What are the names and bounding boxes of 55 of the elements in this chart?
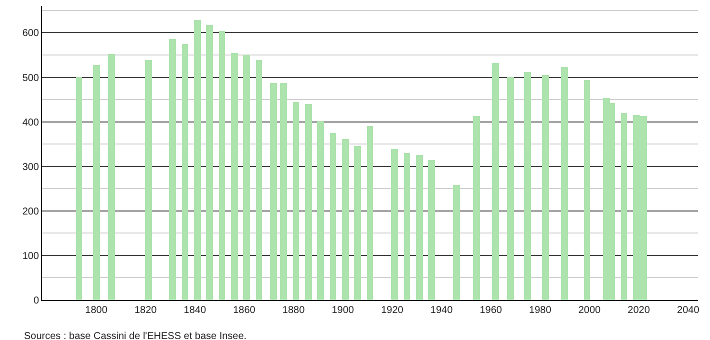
source-note: Sources : base Cassini de l'EHESS et base Insee. bbox=[24, 331, 247, 340]
bar bbox=[145, 60, 152, 300]
x-tick-label: 2000 bbox=[578, 305, 602, 316]
x-tick-label: 1800 bbox=[85, 305, 108, 316]
bar bbox=[206, 25, 213, 300]
bar bbox=[354, 146, 361, 300]
bar bbox=[404, 153, 410, 300]
bar bbox=[542, 75, 549, 300]
y-tick-label: 500 bbox=[22, 72, 40, 84]
bar bbox=[492, 63, 499, 300]
bar bbox=[416, 155, 423, 300]
x-tick-label: 2020 bbox=[628, 305, 650, 316]
bar bbox=[367, 126, 373, 300]
bar bbox=[280, 83, 287, 300]
x-tick-label: 1980 bbox=[529, 305, 552, 316]
bar bbox=[561, 67, 568, 300]
bar bbox=[256, 60, 262, 300]
x-tick-label: 1940 bbox=[430, 305, 454, 316]
x-tick-label: 1820 bbox=[134, 305, 158, 316]
bar bbox=[342, 139, 349, 300]
bar bbox=[182, 44, 188, 300]
x-tick-label: 1860 bbox=[233, 305, 256, 316]
bar bbox=[473, 116, 480, 300]
y-tick-label: 600 bbox=[22, 28, 40, 40]
y-tick-label: 200 bbox=[22, 206, 40, 218]
bar bbox=[391, 149, 398, 300]
y-tick-label: 400 bbox=[22, 117, 40, 128]
bar bbox=[93, 65, 100, 300]
bar bbox=[194, 20, 201, 300]
bar bbox=[219, 31, 225, 300]
x-tick-label: 1900 bbox=[332, 305, 354, 316]
bar bbox=[243, 55, 250, 300]
bar bbox=[507, 77, 514, 300]
x-tick-label: 1960 bbox=[480, 305, 502, 316]
y-tick-label: 0 bbox=[33, 296, 40, 306]
bar bbox=[305, 104, 312, 300]
y-tick-label: 100 bbox=[22, 250, 40, 262]
x-tick-label: 1880 bbox=[282, 305, 306, 316]
bar bbox=[524, 72, 531, 300]
bar bbox=[108, 54, 115, 300]
x-tick-label: 1840 bbox=[184, 305, 206, 316]
x-tick-label: 2040 bbox=[677, 305, 700, 316]
bar bbox=[76, 77, 82, 300]
bar bbox=[317, 121, 324, 300]
bar bbox=[453, 185, 460, 300]
x-tick-label: 1920 bbox=[381, 305, 404, 316]
bar bbox=[330, 133, 336, 300]
bar bbox=[621, 113, 627, 300]
y-tick-label: 300 bbox=[22, 162, 40, 173]
bar bbox=[270, 83, 277, 300]
bar bbox=[293, 102, 299, 300]
bar bbox=[231, 53, 238, 300]
bar bbox=[428, 160, 435, 300]
bar bbox=[169, 39, 176, 300]
bar bbox=[584, 80, 590, 300]
